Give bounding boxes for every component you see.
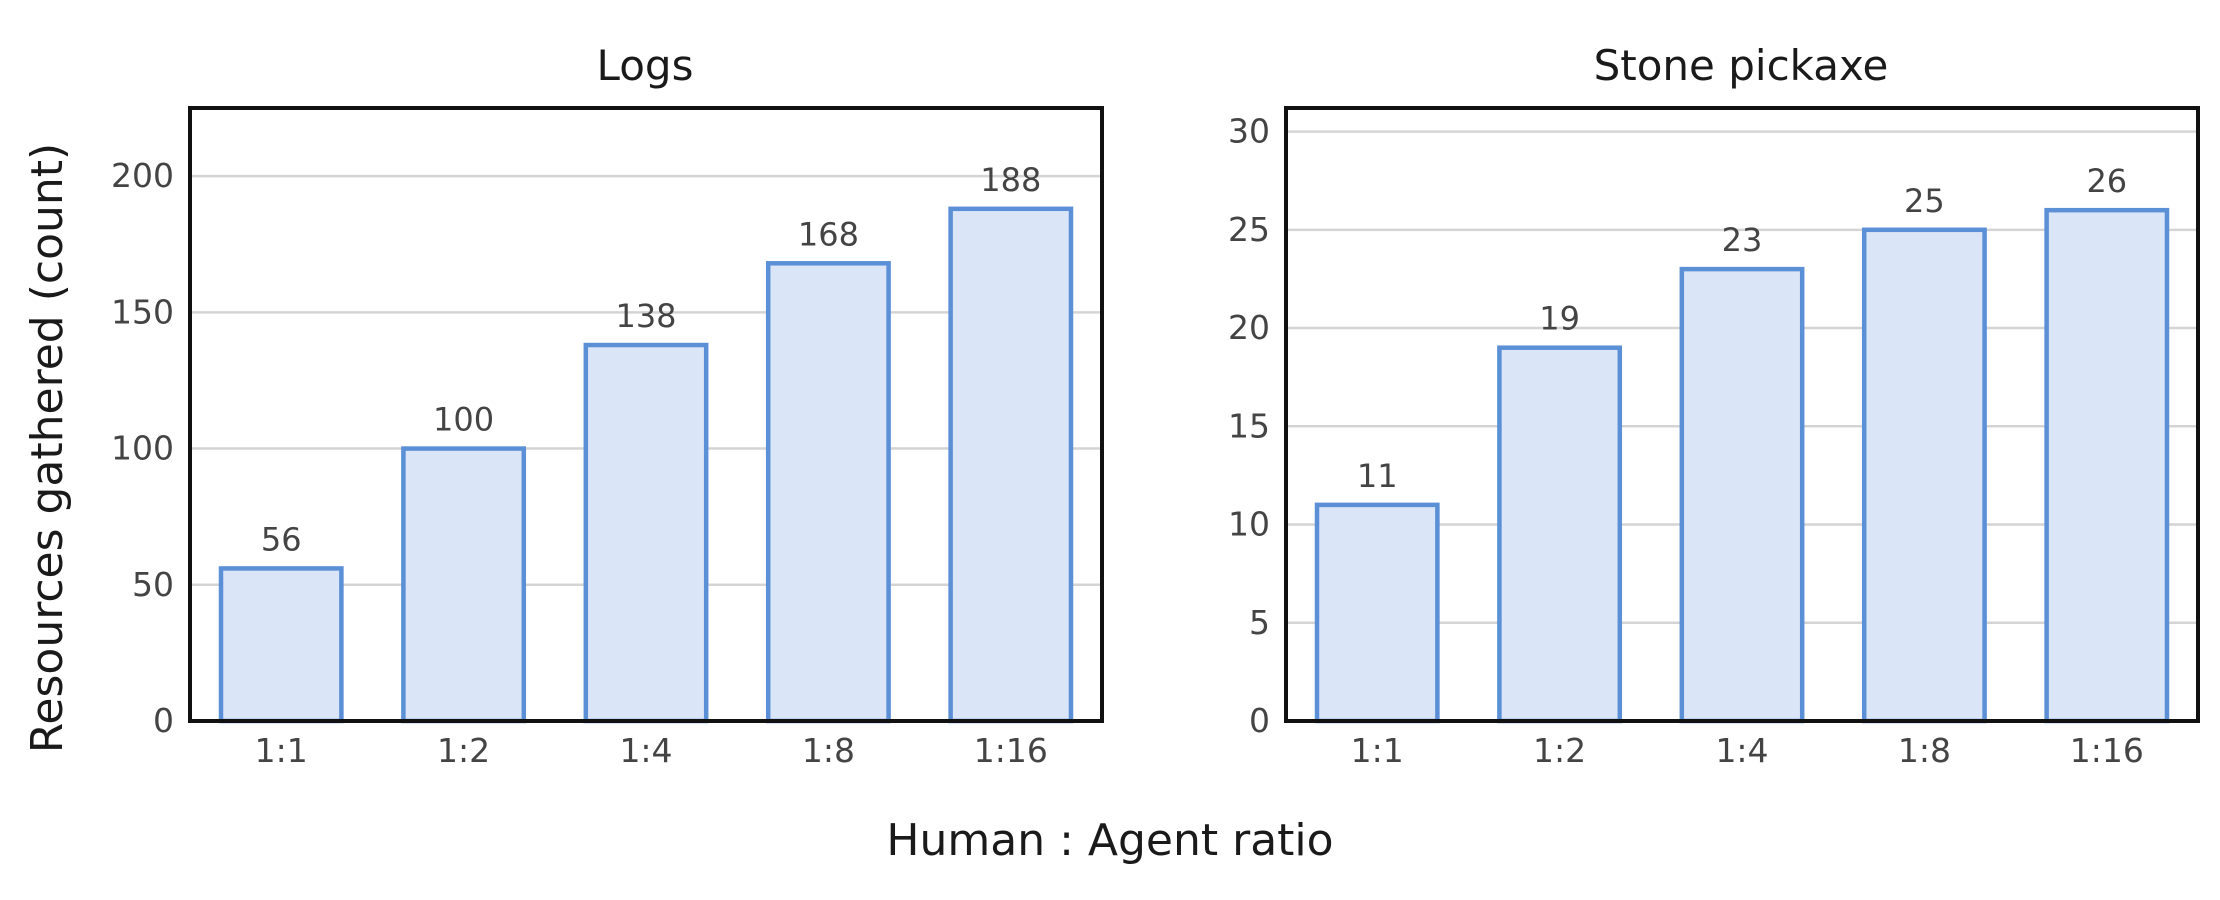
logs-chart: Logs 0 50 100 150 200 56 1:1 100 1:2 138 1:4 168 1:8… xyxy=(111,41,1104,770)
bar xyxy=(1861,227,1987,724)
bar xyxy=(948,206,1074,724)
y-tick-label: 5 xyxy=(1249,603,1270,642)
bar xyxy=(401,446,527,724)
bar-value-label: 138 xyxy=(615,297,676,335)
bar-value-label: 100 xyxy=(433,401,494,439)
bar-value-label: 11 xyxy=(1357,457,1398,495)
plot-frame xyxy=(188,106,1104,723)
x-tick-label: 1:2 xyxy=(1533,731,1586,770)
bar xyxy=(765,261,891,724)
bar-value-label: 25 xyxy=(1904,182,1945,220)
x-tick-label: 1:8 xyxy=(802,731,855,770)
y-tick-label: 150 xyxy=(111,292,174,331)
y-axis-label: Resources gathered (count) xyxy=(22,143,73,753)
y-tick-label: 0 xyxy=(1249,701,1270,740)
x-tick-label: 1:1 xyxy=(255,731,308,770)
bar-value-label: 168 xyxy=(798,215,859,253)
y-tick-label: 200 xyxy=(111,156,174,195)
y-tick-label: 10 xyxy=(1228,505,1270,544)
y-tick-label: 50 xyxy=(132,565,174,604)
bar-value-label: 19 xyxy=(1539,300,1580,338)
stone-pickaxe-chart: Stone pickaxe 0 5 10 15 20 25 30 11 1:1 19 1:2 23 1:… xyxy=(1228,41,2200,770)
bar-value-label: 26 xyxy=(2086,162,2127,200)
x-tick-label: 1:16 xyxy=(2070,731,2144,770)
chart-title-logs: Logs xyxy=(597,41,694,90)
x-tick-label: 1:1 xyxy=(1351,731,1404,770)
bar xyxy=(2044,207,2170,724)
bar xyxy=(1497,345,1623,724)
y-tick-label: 25 xyxy=(1228,210,1270,249)
chart-title-stone-pickaxe: Stone pickaxe xyxy=(1594,41,1889,90)
plot-frame xyxy=(1284,106,2200,723)
x-tick-label: 1:4 xyxy=(619,731,672,770)
bar-value-label: 56 xyxy=(261,520,302,558)
bar-value-label: 23 xyxy=(1722,221,1763,259)
x-tick-label: 1:4 xyxy=(1715,731,1768,770)
bar xyxy=(1679,266,1805,724)
y-tick-label: 15 xyxy=(1228,406,1270,445)
x-axis-label: Human : Agent ratio xyxy=(886,815,1333,866)
y-tick-label: 100 xyxy=(111,429,174,468)
bar xyxy=(1314,502,1440,724)
y-tick-label: 30 xyxy=(1228,112,1270,151)
x-tick-label: 1:8 xyxy=(1898,731,1951,770)
bar-value-label: 188 xyxy=(980,161,1041,199)
y-tick-label: 20 xyxy=(1228,308,1270,347)
x-tick-label: 1:2 xyxy=(437,731,490,770)
x-tick-label: 1:16 xyxy=(974,731,1048,770)
y-tick-label: 0 xyxy=(153,701,174,740)
bar xyxy=(218,566,344,724)
bar xyxy=(583,342,709,724)
